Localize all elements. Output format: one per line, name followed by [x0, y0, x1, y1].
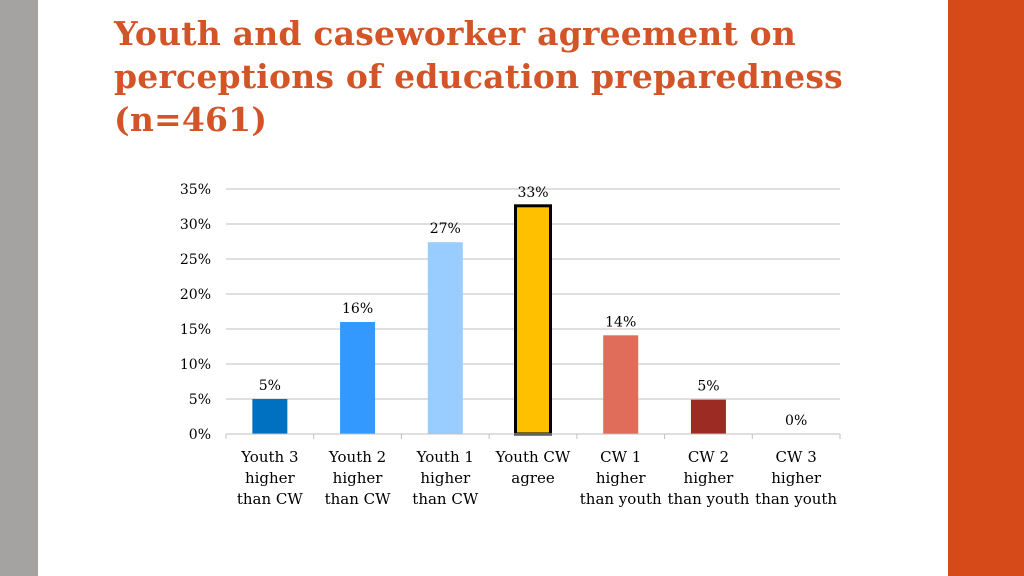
x-category-label-line: than youth	[667, 490, 749, 508]
data-label: 5%	[259, 378, 281, 394]
bar-0	[252, 399, 288, 434]
y-tick-label: 20%	[180, 287, 211, 303]
x-axis	[225, 433, 841, 439]
x-category-label-line: higher	[684, 469, 735, 487]
y-tick-label: 15%	[180, 322, 211, 338]
left-accent-bar	[0, 0, 38, 576]
chart-bars	[252, 204, 726, 436]
data-label: 33%	[517, 185, 548, 201]
y-tick-label: 25%	[180, 252, 211, 268]
y-axis-tick-labels: 0% 5% 10% 15% 20% 25% 30% 35%	[180, 182, 211, 443]
x-category-label-line: Youth 3	[240, 448, 298, 466]
x-category-label-line: higher	[245, 469, 296, 487]
y-tick-label: 10%	[180, 357, 211, 373]
y-tick-label: 30%	[180, 217, 211, 233]
x-category-label: Youth 3 higher than CW	[237, 448, 304, 508]
x-category-label-line: higher	[333, 469, 384, 487]
bar-5	[690, 399, 726, 434]
bar-3	[514, 204, 552, 436]
x-category-label: CW 2 higher than youth	[667, 448, 749, 508]
x-category-label-line: higher	[420, 469, 471, 487]
x-category-label: CW 3 higher than youth	[755, 448, 837, 508]
x-category-label-line: Youth 2	[328, 448, 386, 466]
data-label: 16%	[342, 301, 373, 317]
bar-2	[427, 242, 463, 434]
x-category-label-line: CW 1	[600, 448, 641, 466]
x-category-label: Youth CW agree	[495, 448, 571, 487]
x-category-label-line: than youth	[755, 490, 837, 508]
bar-4	[603, 335, 639, 434]
bar-1	[340, 322, 376, 434]
x-category-label-line: higher	[771, 469, 822, 487]
x-category-label-line: than CW	[325, 490, 392, 508]
x-category-label-line: than youth	[580, 490, 662, 508]
x-category-label-line: than CW	[412, 490, 479, 508]
y-tick-label: 5%	[189, 392, 211, 408]
data-label: 14%	[605, 314, 636, 330]
x-category-label-line: higher	[596, 469, 647, 487]
y-tick-label: 35%	[180, 182, 211, 198]
x-axis-category-labels: Youth 3 higher than CW Youth 2 higher than CW…	[237, 448, 838, 508]
x-category-label-line: Youth 1	[416, 448, 474, 466]
y-tick-label: 0%	[189, 427, 211, 443]
x-category-label-line: than CW	[237, 490, 304, 508]
x-category-label-line: CW 2	[688, 448, 729, 466]
data-label: 27%	[430, 221, 461, 237]
right-accent-bar	[948, 0, 1024, 576]
slide-title: Youth and caseworker agreement on percep…	[114, 14, 843, 139]
x-category-label-line: CW 3	[776, 448, 817, 466]
x-category-label-line: Youth CW	[495, 448, 571, 466]
x-category-label: Youth 1 higher than CW	[412, 448, 479, 508]
x-category-label-line: agree	[511, 469, 555, 487]
x-category-label: CW 1 higher than youth	[580, 448, 662, 508]
x-category-label: Youth 2 higher than CW	[325, 448, 392, 508]
data-labels: 5% 16% 27% 33% 14% 5% 0%	[259, 185, 808, 429]
data-label: 5%	[697, 379, 719, 395]
data-label: 0%	[785, 413, 807, 429]
